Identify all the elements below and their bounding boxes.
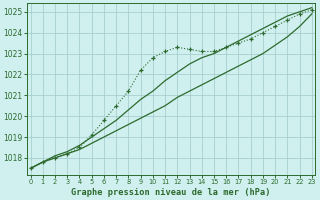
X-axis label: Graphe pression niveau de la mer (hPa): Graphe pression niveau de la mer (hPa) [71,188,271,197]
